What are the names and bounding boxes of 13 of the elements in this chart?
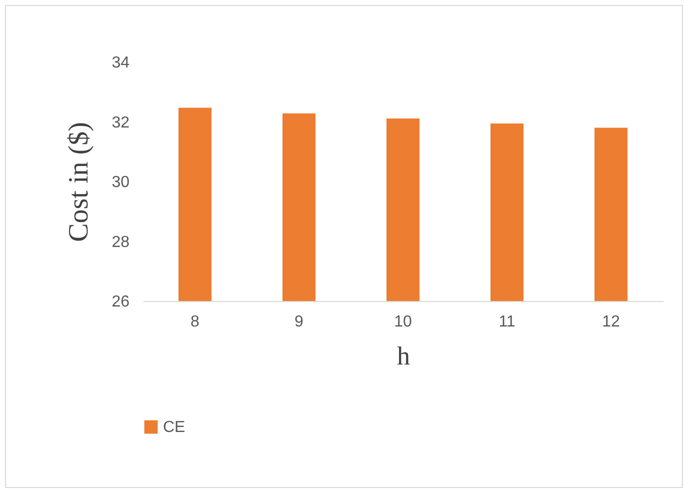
x-tick-label: 9: [294, 314, 304, 330]
y-tick-label: 34: [112, 54, 130, 72]
legend-label: CE: [163, 419, 186, 436]
y-tick-label: 26: [112, 294, 130, 310]
y-tick-label: 32: [112, 114, 130, 132]
x-tick-label: 8: [190, 314, 200, 330]
x-tick-label: 12: [602, 314, 620, 330]
x-tick-label: 11: [498, 314, 516, 330]
x-axis-title: h: [397, 342, 410, 370]
x-tick-label: 10: [394, 314, 412, 330]
y-tick-label: 28: [112, 234, 130, 251]
y-axis-title: Cost in ($): [64, 122, 95, 242]
y-tick-label: 30: [112, 174, 130, 191]
